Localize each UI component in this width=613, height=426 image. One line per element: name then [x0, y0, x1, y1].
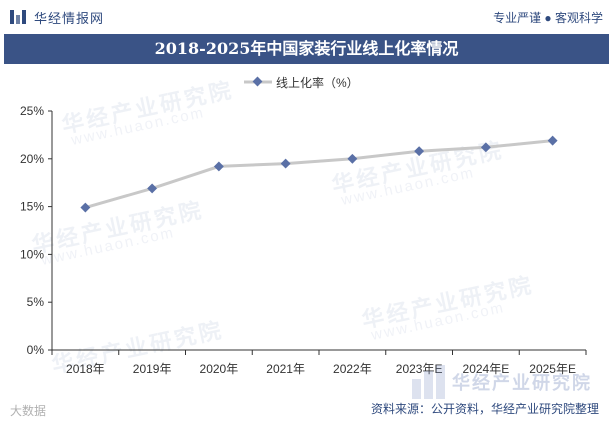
- data-point: [347, 153, 358, 164]
- data-point: [480, 142, 491, 153]
- data-point: [280, 158, 291, 169]
- bottom-watermark-logo: 华经产业研究院: [412, 365, 612, 399]
- series-markers: [80, 135, 558, 213]
- x-tick-label: 2024年E: [463, 362, 510, 376]
- y-tick-label: 0%: [27, 343, 45, 357]
- bar-chart-logo-icon: [10, 10, 28, 24]
- y-tick-label: 5%: [27, 295, 45, 309]
- bottom-watermark-text: 华经产业研究院: [452, 373, 592, 393]
- x-axis: 2018年 2019年 2020年 2021年 2022年 2023年E 2024年E 202…: [51, 349, 587, 376]
- tagline: 专业严谨 ● 客观科学: [493, 11, 603, 25]
- data-point: [414, 146, 425, 157]
- y-tick-label: 25%: [20, 104, 44, 118]
- x-tick-label: 2018年: [66, 362, 105, 376]
- x-tick-label: 2025年E: [529, 362, 576, 376]
- source-note: 资料来源：公开资料，华经产业研究院整理: [370, 402, 599, 416]
- x-tick-label: 2019年: [133, 362, 172, 376]
- y-tick-label: 15%: [20, 200, 44, 214]
- y-tick-label: 20%: [20, 152, 44, 166]
- y-axis: 0% 5% 10% 15% 20% 25%: [20, 104, 53, 357]
- chart-title: 2018-2025年中国家装行业线上化率情况: [4, 34, 609, 64]
- y-tick-label: 10%: [20, 247, 44, 261]
- brand: 华经情报网: [10, 8, 104, 26]
- brand-name: 华经情报网: [34, 10, 105, 26]
- legend: 线上化率（%）: [244, 75, 359, 90]
- data-point: [213, 161, 224, 172]
- legend-marker: [252, 76, 263, 87]
- data-point: [547, 135, 558, 146]
- x-tick-label: 2020年: [200, 362, 239, 376]
- series-line: [84, 139, 553, 210]
- data-point: [80, 202, 91, 213]
- x-tick-label: 2021年: [266, 362, 305, 376]
- line-chart: 线上化率（%） 0% 5% 10% 15% 20% 25% 2018年 2019年 2020年…: [20, 75, 587, 376]
- x-tick-label: 2022年: [333, 362, 372, 376]
- data-point: [147, 183, 158, 194]
- legend-label: 线上化率（%）: [276, 75, 359, 90]
- x-tick-label: 2023年E: [396, 362, 443, 376]
- corner-mark: 大数据: [10, 404, 47, 418]
- top-bar: 华经情报网 专业严谨 ● 客观科学: [0, 0, 613, 34]
